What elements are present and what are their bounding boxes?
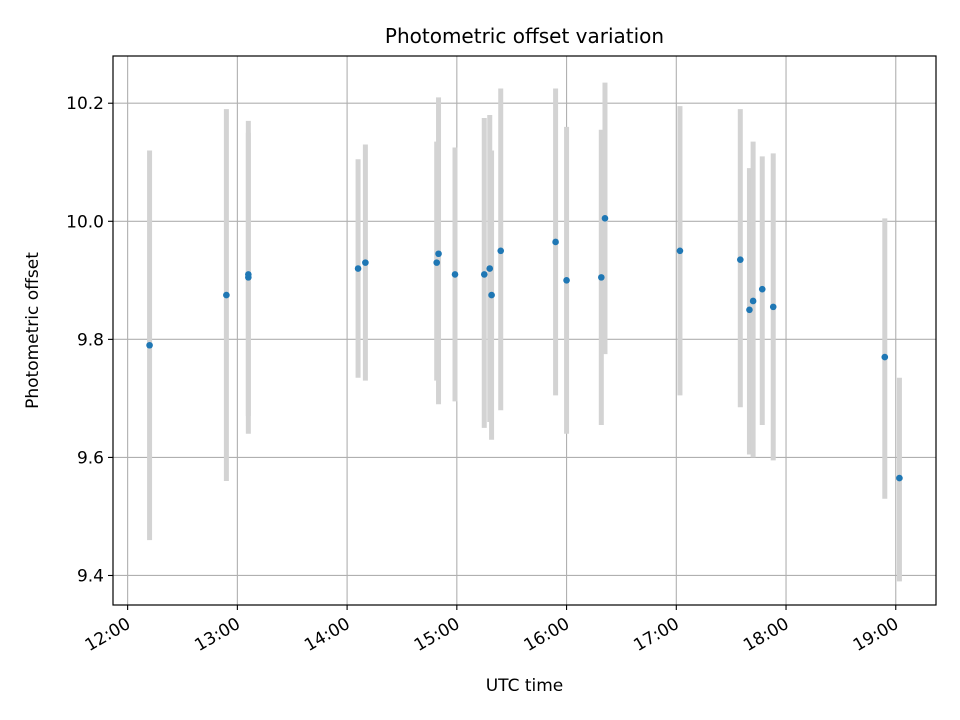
data-point: [362, 259, 369, 266]
data-point: [601, 215, 609, 222]
data-point: [749, 297, 757, 305]
data-point: [480, 271, 488, 278]
data-point: [896, 474, 903, 482]
data-point: [433, 259, 441, 266]
data-point: [146, 341, 153, 349]
data-point: [758, 285, 766, 293]
y-tick-label: 10.0: [66, 212, 104, 232]
data-point: [737, 256, 744, 263]
data-point: [676, 247, 684, 255]
y-axis-label: Photometric offset: [23, 252, 43, 409]
y-tick-label: 9.6: [77, 448, 104, 468]
data-point: [769, 303, 777, 311]
x-axis-label: UTC time: [486, 676, 564, 696]
data-point: [488, 291, 495, 299]
data-point: [486, 265, 494, 272]
data-point: [598, 274, 605, 281]
data-point: [451, 271, 459, 278]
y-axis-ticks: 9.4 9.6 9.8 10.0 10.2: [66, 94, 113, 586]
data-point: [497, 247, 505, 255]
data-point: [746, 306, 753, 314]
data-point: [881, 353, 889, 361]
data-point: [552, 238, 559, 246]
data-points: [146, 215, 903, 482]
chart-title: Photometric offset variation: [385, 24, 664, 48]
y-tick-label: 9.8: [77, 330, 104, 350]
y-tick-label: 9.4: [77, 566, 104, 586]
plot-frame: [112, 55, 937, 606]
data-point: [354, 265, 362, 272]
data-point: [245, 271, 252, 278]
data-point: [223, 291, 230, 299]
data-point: [563, 277, 570, 284]
y-tick-label: 10.2: [66, 94, 104, 114]
data-point: [435, 250, 442, 258]
